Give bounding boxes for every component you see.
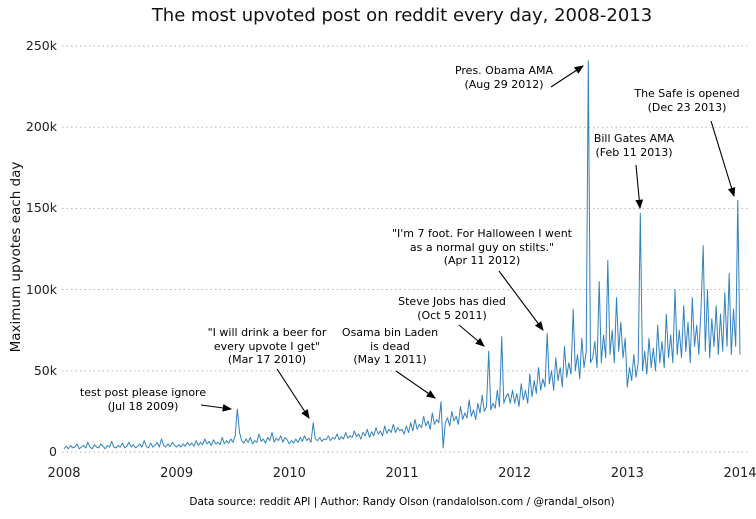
annotation-beer: "I will drink a beer for every upvote I g… (177, 326, 357, 367)
annotation-beer-line: "I will drink a beer for (207, 326, 327, 339)
annotation-the-safe: The Safe is opened (Dec 23 2013) (602, 87, 756, 114)
annotation-bill-gates-ama: Bill Gates AMA (Feb 11 2013) (559, 132, 709, 159)
annotation-stilts-line: (Apr 11 2012) (443, 254, 521, 267)
annotation-arrow-osama (395, 370, 436, 399)
annotation-arrow-obama-ama (550, 65, 584, 88)
x-tick-2010: 2010 (272, 466, 306, 481)
x-tick-2013: 2013 (610, 466, 644, 481)
annotation-osama-line: is dead (370, 339, 410, 353)
annotation-beer-line: every upvote I get" (213, 339, 321, 353)
annotation-arrow-test-post (200, 404, 233, 412)
gridlines (62, 45, 748, 453)
annotation-stilts-line: "I'm 7 foot. For Halloween I went (391, 227, 572, 240)
chart-line-max-upvotes (63, 60, 741, 450)
x-tick-2011: 2011 (385, 466, 419, 481)
annotation-osama: Osama bin Laden is dead (May 1 2011) (315, 326, 465, 367)
y-tick-150k: 150k (25, 200, 57, 216)
annotation-arrow-bill-gates-ama (635, 164, 644, 210)
annotation-stilts-line: as a normal guy on stilts." (409, 240, 555, 254)
annotation-arrow-steve-jobs (458, 324, 485, 347)
annotation-beer-line: (Mar 17 2010) (227, 353, 307, 366)
y-tick-250k: 250k (25, 38, 57, 53)
source-credit: Data source: reddit API | Author: Randy … (189, 496, 615, 508)
annotation-osama-line: (May 1 2011) (353, 353, 427, 366)
annotation-test-post-line: test post please ignore (79, 386, 207, 399)
annotation-obama-ama-line: Pres. Obama AMA (454, 64, 554, 77)
annotation-steve-jobs-line: Steve Jobs has died (398, 295, 506, 308)
x-tick-2009: 2009 (160, 466, 194, 481)
annotation-test-post-line: (Jul 18 2009) (107, 399, 179, 413)
y-tick-200k: 200k (25, 119, 57, 135)
data-series (63, 60, 741, 450)
annotation-the-safe-line: The Safe is opened (634, 87, 740, 100)
annotation-bill-gates-ama-line: Bill Gates AMA (593, 132, 675, 145)
annotation-bill-gates-ama-line: (Feb 11 2013) (595, 145, 673, 159)
annotation-arrow-beer (276, 368, 310, 419)
annotation-arrow-stilts (498, 270, 544, 331)
annotation-the-safe-line: (Dec 23 2013) (647, 100, 727, 114)
x-tick-2012: 2012 (498, 466, 532, 481)
annotation-steve-jobs-line: (Oct 5 2011) (417, 308, 487, 322)
annotation-stilts: "I'm 7 foot. For Halloween I went as a no… (372, 227, 592, 268)
annotation-osama-line: Osama bin Laden (341, 326, 439, 339)
annotation-arrows (200, 65, 736, 419)
annotation-obama-ama: Pres. Obama AMA (Aug 29 2012) (419, 64, 589, 91)
x-tick-2008: 2008 (47, 466, 81, 481)
x-tick-2014: 2014 (723, 466, 756, 481)
y-tick-0: 0 (49, 444, 57, 459)
chart-title: The most upvoted post on reddit every da… (151, 5, 653, 26)
annotation-arrow-the-safe (710, 120, 736, 198)
annotation-obama-ama-line: (Aug 29 2012) (464, 77, 544, 91)
annotation-steve-jobs: Steve Jobs has died (Oct 5 2011) (362, 295, 542, 322)
y-tick-100k: 100k (25, 281, 57, 297)
y-tick-50k: 50k (33, 362, 57, 378)
annotation-test-post: test post please ignore (Jul 18 2009) (53, 386, 233, 413)
